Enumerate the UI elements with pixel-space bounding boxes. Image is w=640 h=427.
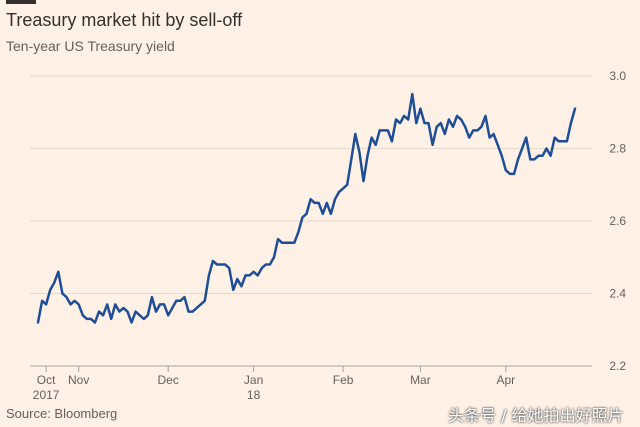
y-tick-label: 3.0 — [609, 69, 626, 83]
y-tick-label: 2.8 — [609, 142, 626, 156]
source-note: Source: Bloomberg — [6, 406, 118, 421]
x-tick-label: Apr — [496, 373, 515, 387]
x-tick-label: Jan — [244, 373, 263, 387]
x-tick-label: Oct — [37, 373, 56, 387]
y-tick-label: 2.6 — [609, 214, 626, 228]
watermark: 头条号 / 给她拍出好照片 — [448, 406, 624, 425]
x-tick-label: Dec — [158, 373, 179, 387]
y-tick-label: 2.2 — [609, 359, 626, 373]
chart-subtitle: Ten-year US Treasury yield — [6, 38, 175, 54]
x-tick-label: Mar — [410, 373, 431, 387]
x-tick-label: Feb — [333, 373, 354, 387]
header-rule — [6, 0, 36, 4]
y-tick-label: 2.4 — [609, 287, 626, 301]
x-tick-sublabel: 18 — [247, 388, 261, 402]
yield-series-line — [36, 92, 577, 324]
chart-title: Treasury market hit by sell-off — [6, 10, 243, 30]
x-tick-sublabel: 2017 — [33, 388, 60, 402]
x-tick-label: Nov — [68, 373, 89, 387]
